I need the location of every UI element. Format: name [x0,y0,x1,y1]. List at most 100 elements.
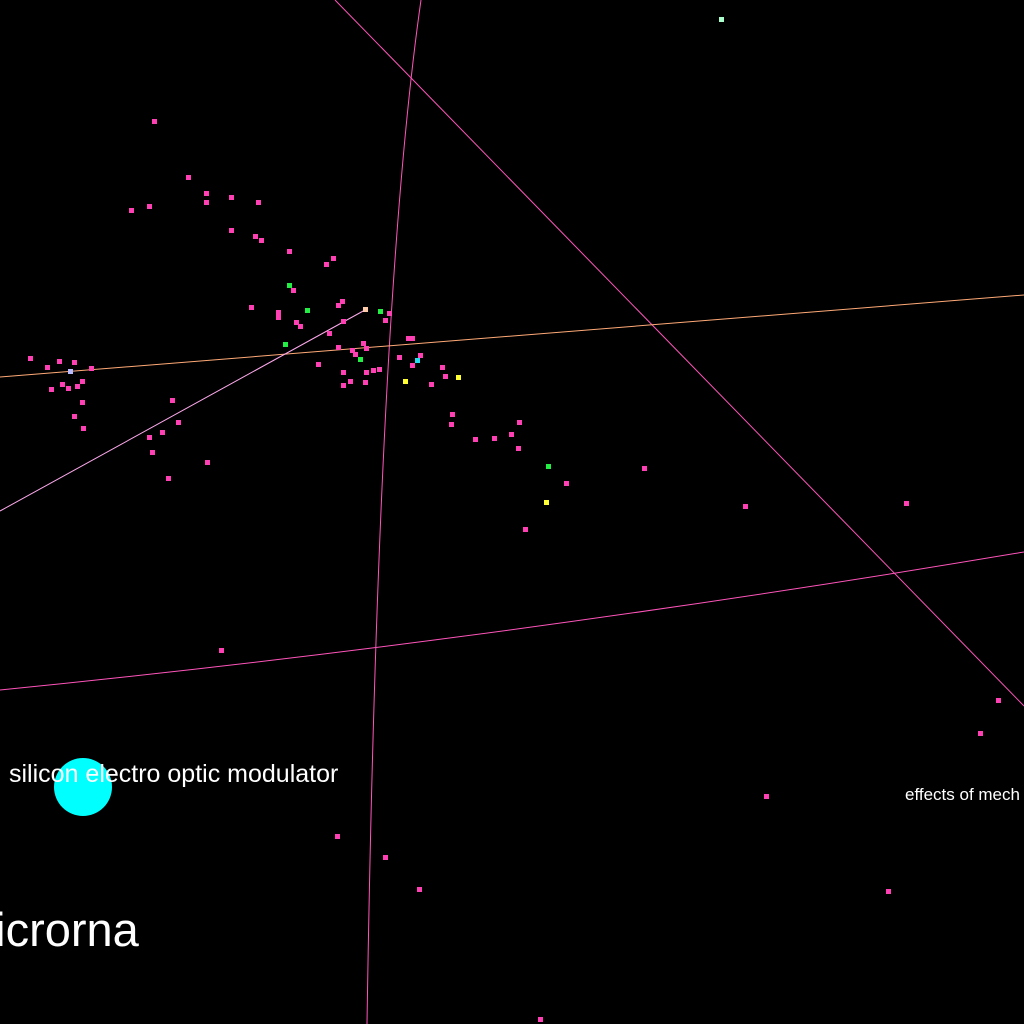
graph-node-dot[interactable] [449,422,454,427]
graph-node-dot[interactable] [450,412,455,417]
graph-node-dot[interactable] [516,446,521,451]
graph-node-dot[interactable] [81,426,86,431]
graph-node-dot[interactable] [160,430,165,435]
graph-node-dot[interactable] [283,342,288,347]
graph-node-dot[interactable] [361,341,366,346]
graph-node-dot[interactable] [72,414,77,419]
graph-node-dot[interactable] [176,420,181,425]
graph-node-dot[interactable] [49,387,54,392]
graph-node-dot[interactable] [415,358,420,363]
graph-node-dot[interactable] [996,698,1001,703]
graph-node-dot[interactable] [219,648,224,653]
graph-node-dot[interactable] [147,435,152,440]
graph-node-dot[interactable] [371,368,376,373]
graph-node-dot[interactable] [150,450,155,455]
graph-node-dot[interactable] [341,370,346,375]
graph-node-dot[interactable] [406,336,411,341]
graph-node-dot[interactable] [443,374,448,379]
graph-node-dot[interactable] [904,501,909,506]
graph-node-dot[interactable] [978,731,983,736]
graph-node-dot[interactable] [287,283,292,288]
graph-node-dot[interactable] [378,309,383,314]
graph-node-dot[interactable] [341,319,346,324]
graph-node-dot[interactable] [350,348,355,353]
graph-node-dot[interactable] [340,299,345,304]
graph-node-dot[interactable] [166,476,171,481]
graph-node-dot[interactable] [45,365,50,370]
graph-node-dot[interactable] [253,234,258,239]
graph-node-dot[interactable] [642,466,647,471]
graph-node-dot[interactable] [298,324,303,329]
graph-node-dot[interactable] [291,288,296,293]
graph-node-dot[interactable] [205,460,210,465]
graph-node-dot[interactable] [276,310,281,315]
graph-node-dot[interactable] [204,191,209,196]
graph-node-dot[interactable] [72,360,77,365]
graph-node-dot[interactable] [89,366,94,371]
graph-node-dot[interactable] [410,363,415,368]
graph-node-dot[interactable] [429,382,434,387]
graph-node-dot[interactable] [129,208,134,213]
graph-node-dot[interactable] [331,256,336,261]
graph-node-dot[interactable] [538,1017,543,1022]
graph-node-dot[interactable] [743,504,748,509]
graph-node-dot[interactable] [80,400,85,405]
graph-node-dot[interactable] [377,367,382,372]
graph-node-dot[interactable] [336,303,341,308]
graph-node-dot[interactable] [383,855,388,860]
graph-node-dot[interactable] [509,432,514,437]
graph-node-dot[interactable] [363,307,368,312]
graph-node-dot[interactable] [440,365,445,370]
graph-node-dot[interactable] [66,386,71,391]
graph-node-dot[interactable] [403,379,408,384]
graph-node-dot[interactable] [492,436,497,441]
graph-node-dot[interactable] [364,346,369,351]
highlighted-node-circle[interactable] [54,758,112,816]
graph-node-dot[interactable] [294,320,299,325]
graph-node-dot[interactable] [523,527,528,532]
graph-node-dot[interactable] [544,500,549,505]
graph-node-dot[interactable] [546,464,551,469]
graph-node-dot[interactable] [719,17,724,22]
graph-node-dot[interactable] [886,889,891,894]
graph-node-dot[interactable] [348,379,353,384]
graph-node-dot[interactable] [341,383,346,388]
graph-node-dot[interactable] [335,834,340,839]
graph-node-dot[interactable] [353,352,358,357]
graph-node-dot[interactable] [564,481,569,486]
graph-node-dot[interactable] [456,375,461,380]
graph-node-dot[interactable] [410,336,415,341]
graph-node-dot[interactable] [204,200,209,205]
graph-node-dot[interactable] [186,175,191,180]
graph-node-dot[interactable] [305,308,310,313]
graph-node-dot[interactable] [60,382,65,387]
graph-node-dot[interactable] [229,228,234,233]
graph-node-dot[interactable] [336,345,341,350]
graph-node-dot[interactable] [324,262,329,267]
graph-node-dot[interactable] [363,380,368,385]
graph-node-dot[interactable] [417,887,422,892]
graph-node-dot[interactable] [170,398,175,403]
graph-node-dot[interactable] [287,249,292,254]
graph-node-dot[interactable] [418,353,423,358]
graph-node-dot[interactable] [28,356,33,361]
graph-node-dot[interactable] [364,370,369,375]
graph-node-dot[interactable] [764,794,769,799]
graph-node-dot[interactable] [147,204,152,209]
graph-node-dot[interactable] [80,379,85,384]
graph-node-dot[interactable] [276,315,281,320]
graph-node-dot[interactable] [57,359,62,364]
graph-node-dot[interactable] [259,238,264,243]
graph-node-dot[interactable] [256,200,261,205]
graph-node-dot[interactable] [229,195,234,200]
graph-node-dot[interactable] [327,331,332,336]
graph-node-dot[interactable] [383,318,388,323]
graph-node-dot[interactable] [75,384,80,389]
graph-node-dot[interactable] [387,311,392,316]
graph-node-dot[interactable] [358,357,363,362]
graph-node-dot[interactable] [249,305,254,310]
graph-node-dot[interactable] [68,369,73,374]
graph-node-dot[interactable] [517,420,522,425]
graph-node-dot[interactable] [397,355,402,360]
